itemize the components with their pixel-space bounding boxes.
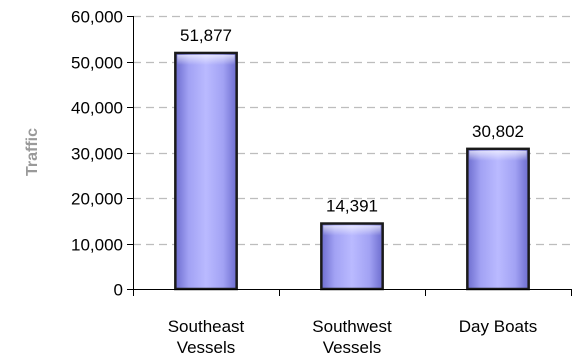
x-category-label: Southeast [168,317,245,336]
axes [127,16,572,296]
y-tick-label: 10,000 [71,236,123,255]
data-label: 30,802 [472,122,524,141]
x-category-label: Vessels [177,338,236,357]
y-tick-label: 50,000 [71,54,123,73]
y-tick-label: 0 [114,281,123,300]
bar [466,147,530,291]
data-label: 51,877 [180,26,232,45]
y-tick-label: 30,000 [71,145,123,164]
x-category-label: Southwest [312,317,392,336]
y-tick-label: 20,000 [71,190,123,209]
bar-highlight [177,54,235,65]
x-category-label: Day Boats [459,317,537,336]
bars [174,51,530,291]
bar-highlight [469,150,527,161]
data-label: 14,391 [326,197,378,216]
labels: 0 10,000 20,000 30,000 40,000 50,000 60,000 51,… [71,8,537,358]
x-category-label: Vessels [323,338,382,357]
y-axis-title: Traffic [24,128,41,176]
bar-highlight [323,225,381,236]
bar [174,51,238,291]
y-tick-label: 40,000 [71,99,123,118]
y-tick-label: 60,000 [71,8,123,27]
